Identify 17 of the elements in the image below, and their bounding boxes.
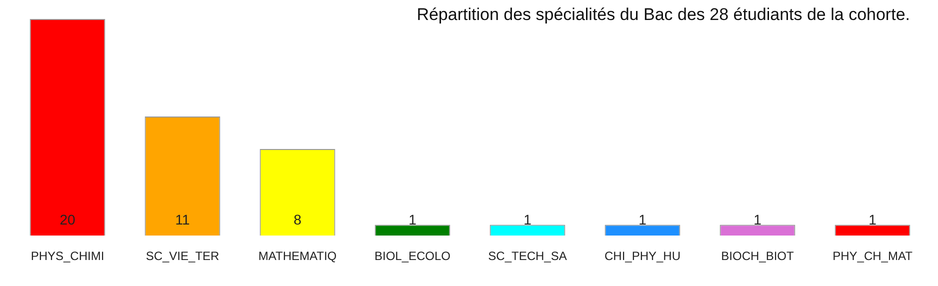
data-label: 20: [60, 211, 76, 228]
data-label: 1: [524, 211, 532, 228]
x-tick-label: PHY_CH_MAT: [832, 249, 914, 264]
data-label: 1: [754, 211, 762, 228]
x-tick-label: CHI_PHY_HU: [604, 249, 681, 264]
x-tick-label: BIOL_ECOLO: [374, 249, 451, 264]
data-label: 11: [175, 211, 190, 228]
data-label: 1: [868, 211, 877, 228]
x-tick-label: BIOCH_BIOT: [721, 249, 795, 264]
data-label: 8: [294, 211, 302, 228]
x-tick-label: SC_TECH_SA: [488, 249, 567, 264]
chart-title: Répartition des spécialités du Bac des 28 étudiants de la cohorte.: [416, 5, 910, 25]
x-tick-label: MATHEMATIQ: [258, 249, 337, 264]
data-label: 1: [638, 211, 647, 228]
x-tick-label: PHYS_CHIMI: [30, 249, 104, 264]
x-tick-label: SC_VIE_TER: [146, 249, 220, 264]
data-label: 1: [408, 211, 417, 228]
